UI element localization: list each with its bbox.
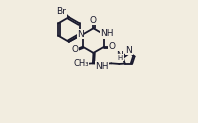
Text: Br: Br <box>57 7 66 16</box>
Text: NH: NH <box>95 62 109 71</box>
Text: O: O <box>72 45 79 54</box>
Text: H: H <box>117 55 123 61</box>
Text: N: N <box>117 51 123 60</box>
Text: O: O <box>109 42 115 51</box>
Text: O: O <box>90 16 97 25</box>
Text: N: N <box>77 30 84 39</box>
Text: N: N <box>125 46 132 55</box>
Text: NH: NH <box>100 29 114 38</box>
Text: CH₃: CH₃ <box>73 59 89 69</box>
